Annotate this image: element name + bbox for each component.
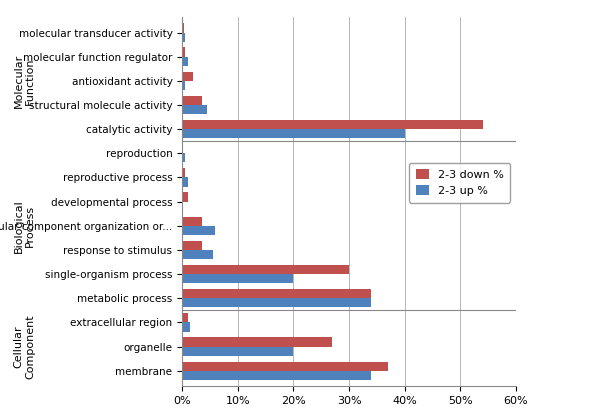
Bar <box>182 241 202 250</box>
Bar <box>182 298 371 307</box>
Bar <box>182 81 185 90</box>
Bar <box>182 57 188 66</box>
Bar <box>182 217 202 226</box>
Bar <box>182 371 371 380</box>
Bar <box>182 153 185 163</box>
Bar <box>182 346 293 356</box>
Bar <box>182 32 185 42</box>
Text: Cellular
Component: Cellular Component <box>13 314 35 379</box>
Bar <box>182 96 202 105</box>
Bar <box>182 129 405 138</box>
Text: Biological
Process: Biological Process <box>13 199 35 253</box>
Bar <box>182 274 293 283</box>
Bar <box>182 192 188 202</box>
Bar <box>182 323 191 331</box>
Bar <box>182 250 212 259</box>
Bar <box>182 24 184 32</box>
Bar <box>182 47 185 57</box>
Bar <box>182 289 371 298</box>
Bar <box>182 120 483 129</box>
Text: Molecular
Function: Molecular Function <box>13 54 35 108</box>
Bar <box>182 177 188 186</box>
Bar <box>182 313 188 323</box>
Bar <box>182 72 193 81</box>
Legend: 2-3 down %, 2-3 up %: 2-3 down %, 2-3 up % <box>409 163 510 202</box>
Bar <box>182 168 185 177</box>
Bar <box>182 226 215 235</box>
Bar <box>182 265 349 274</box>
Bar <box>182 105 207 114</box>
Bar <box>182 362 388 371</box>
Bar <box>182 337 333 346</box>
